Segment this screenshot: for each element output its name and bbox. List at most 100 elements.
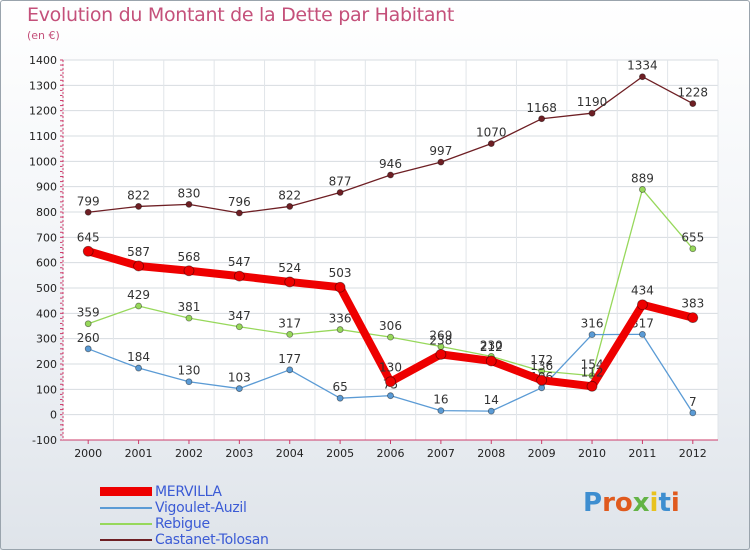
data-point xyxy=(689,409,697,417)
data-label: 381 xyxy=(178,300,201,314)
data-label: 103 xyxy=(228,371,251,385)
data-label: 130 xyxy=(178,364,201,378)
data-point xyxy=(135,364,142,372)
y-tick-label: 1400 xyxy=(29,54,57,67)
data-label: 799 xyxy=(77,194,100,208)
data-label: 306 xyxy=(379,319,402,333)
data-point xyxy=(435,348,447,360)
y-tick-label: 1200 xyxy=(29,105,57,118)
data-point xyxy=(336,189,344,196)
data-point xyxy=(689,245,697,253)
data-point xyxy=(586,380,598,392)
data-point xyxy=(437,407,445,415)
data-label: 524 xyxy=(278,261,301,275)
data-label: 1334 xyxy=(627,59,658,73)
data-label: 830 xyxy=(178,186,201,200)
data-label: 1190 xyxy=(577,95,608,109)
series-rebigue: 359 429 381 347 317 336 306 269 230 172 154 889 655 xyxy=(77,171,704,380)
legend-label: Castanet-Tolosan xyxy=(155,532,269,548)
logo-letter: i xyxy=(670,488,680,518)
data-point xyxy=(637,299,648,311)
data-label: 212 xyxy=(480,340,503,354)
data-point xyxy=(334,281,346,293)
data-label: 383 xyxy=(681,297,704,311)
data-point xyxy=(133,260,144,272)
data-point xyxy=(387,333,394,341)
data-point xyxy=(235,385,243,392)
data-label: 260 xyxy=(77,331,100,345)
data-label: 316 xyxy=(581,317,604,331)
legend-swatch xyxy=(100,507,152,509)
data-label: 347 xyxy=(228,309,251,323)
data-label: 136 xyxy=(530,359,553,373)
data-point xyxy=(286,366,294,374)
data-label: 177 xyxy=(278,352,301,366)
x-tick-label: 2000 xyxy=(74,447,102,460)
data-point xyxy=(284,276,296,288)
x-tick-label: 2009 xyxy=(528,447,556,460)
data-point xyxy=(538,384,546,392)
y-tick-label: 100 xyxy=(36,383,57,396)
data-label: 184 xyxy=(127,350,150,364)
data-label: 946 xyxy=(379,157,402,171)
data-label: 822 xyxy=(278,188,301,202)
data-label: 429 xyxy=(127,288,150,302)
data-point xyxy=(485,355,497,367)
y-tick-label: 1300 xyxy=(29,79,57,92)
data-point xyxy=(185,378,193,386)
data-point xyxy=(538,115,546,123)
proxiti-logo: Proxiti xyxy=(583,488,680,518)
data-point xyxy=(387,392,394,400)
data-point xyxy=(183,265,195,277)
legend-label: Vigoulet-Auzil xyxy=(155,500,247,516)
data-point xyxy=(639,186,646,193)
data-label: 317 xyxy=(278,316,301,330)
data-point xyxy=(235,323,243,331)
logo-letter: o xyxy=(614,488,633,518)
data-label: 547 xyxy=(228,255,251,269)
data-label: 503 xyxy=(329,266,352,280)
data-point xyxy=(487,140,495,148)
data-label: 822 xyxy=(127,188,150,202)
chart-subtitle: (en €) xyxy=(27,29,60,42)
x-tick-label: 2004 xyxy=(276,447,304,460)
y-tick-label: 600 xyxy=(36,257,57,270)
data-point xyxy=(84,320,92,328)
data-point xyxy=(185,314,193,322)
data-label: 16 xyxy=(433,393,448,407)
data-point xyxy=(286,203,294,210)
x-tick-label: 2001 xyxy=(125,447,153,460)
x-tick-label: 2007 xyxy=(427,447,455,460)
data-label: 877 xyxy=(329,174,352,188)
data-label: 1168 xyxy=(526,101,557,115)
data-label: 154 xyxy=(581,358,604,372)
y-tick-label: 1000 xyxy=(29,155,57,168)
y-tick-label: 300 xyxy=(36,333,57,346)
y-tick-label: 500 xyxy=(36,282,57,295)
x-tick-label: 2012 xyxy=(679,447,707,460)
y-tick-label: 1100 xyxy=(29,130,57,143)
data-point xyxy=(84,208,92,216)
x-tick-label: 2002 xyxy=(175,447,203,460)
data-label: 7 xyxy=(689,395,697,409)
y-tick-label: 800 xyxy=(36,206,57,219)
chart-title: Evolution du Montant de la Dette par Hab… xyxy=(27,4,455,26)
data-point xyxy=(385,376,396,388)
y-tick-label: 400 xyxy=(36,307,57,320)
logo-letter: P xyxy=(583,488,603,518)
data-label: 889 xyxy=(631,171,654,185)
data-point xyxy=(135,302,142,310)
data-point xyxy=(538,367,546,375)
data-label: 1228 xyxy=(678,86,709,100)
logo-letter: i xyxy=(649,488,659,518)
y-tick-label: 700 xyxy=(36,231,57,244)
data-point xyxy=(235,209,243,217)
data-point xyxy=(689,100,697,107)
data-label: 1070 xyxy=(476,126,507,140)
data-label: 796 xyxy=(228,195,251,209)
legend-swatch xyxy=(100,523,152,525)
data-point xyxy=(588,331,596,339)
data-label: 336 xyxy=(329,312,352,326)
legend-label: MERVILLA xyxy=(155,484,222,500)
series-mervilla: 645 587 568 547 524 503 130 238 212 136 112 434 383 xyxy=(77,230,704,392)
